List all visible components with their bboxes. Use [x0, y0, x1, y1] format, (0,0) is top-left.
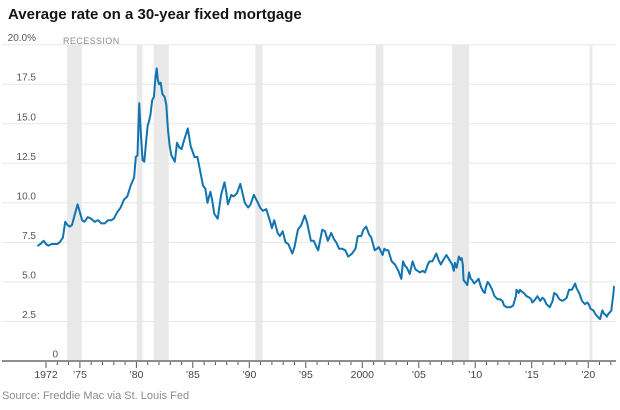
y-axis-label: 2.5: [22, 310, 36, 321]
x-axis-label: 2000: [351, 369, 375, 381]
recession-label: RECESSION: [63, 36, 120, 46]
x-axis-label: ’90: [242, 369, 256, 381]
y-axis-label: 10.0: [17, 191, 37, 202]
y-axis-label: 20.0%: [8, 33, 36, 44]
x-axis-label: ’85: [186, 369, 200, 381]
y-axis-label: 12.5: [17, 152, 37, 163]
page-title: Average rate on a 30-year fixed mortgage: [8, 6, 302, 23]
x-axis-label: ’15: [525, 369, 539, 381]
y-axis-label: 0: [52, 350, 58, 361]
x-axis-label: ’80: [129, 369, 143, 381]
y-axis-label: 17.5: [17, 73, 37, 84]
y-axis-label: 15.0: [17, 112, 37, 123]
y-axis-label: 7.5: [22, 231, 36, 242]
x-axis-label: ’20: [581, 369, 595, 381]
x-axis-label: ’10: [468, 369, 482, 381]
x-axis-label: ’05: [412, 369, 426, 381]
x-axis-label: 1972: [34, 369, 58, 381]
y-axis-label: 5.0: [22, 270, 36, 281]
x-axis-label: ’75: [73, 369, 87, 381]
mortgage-rate-series-line: [37, 67, 615, 321]
x-axis-label: ’95: [299, 369, 313, 381]
source-note: Source: Freddie Mac via St. Louis Fed: [2, 390, 190, 402]
